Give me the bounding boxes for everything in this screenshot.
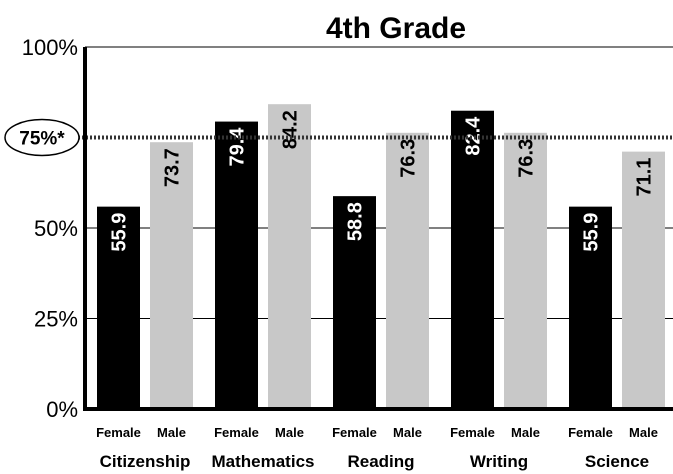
data-label: 55.9: [109, 213, 131, 252]
bar-male: [150, 142, 193, 409]
axes: [83, 47, 673, 411]
series-label: Female: [568, 425, 613, 440]
y-axis-ticks: 0% 25% 50% 100%: [22, 35, 78, 422]
data-label: 84.2: [280, 110, 302, 149]
category-label: Science: [585, 452, 649, 471]
bar-male: [622, 151, 665, 410]
data-label: 71.1: [634, 158, 656, 197]
series-label: Female: [450, 425, 495, 440]
y-tick-label: 100%: [22, 35, 78, 60]
bar-male: [386, 132, 429, 409]
category-label: Writing: [470, 452, 528, 471]
reference-line-group: 75%*: [4, 118, 673, 157]
bar-female: [333, 196, 376, 409]
data-label: 55.9: [581, 213, 603, 252]
bar-female: [215, 121, 258, 410]
y-tick-label: 50%: [34, 216, 78, 241]
data-label: 82.4: [463, 116, 485, 156]
bar-male: [268, 104, 311, 410]
series-label: Female: [96, 425, 141, 440]
series-label: Male: [511, 425, 540, 440]
category-label: Reading: [347, 452, 414, 471]
bar-female: [569, 206, 612, 409]
data-label: 79.4: [227, 127, 249, 167]
series-label: Male: [157, 425, 186, 440]
reference-label-ellipse: [4, 118, 80, 157]
y-tick-label: 25%: [34, 307, 78, 332]
chart-title: 4th Grade: [326, 12, 466, 45]
series-label: Male: [393, 425, 422, 440]
bar-male: [504, 132, 547, 409]
bar-female: [97, 206, 140, 409]
category-label: Citizenship: [100, 452, 191, 471]
bars: 55.9 73.7 79.4 84.2 58.8 76.3 82.4 76.3 55.9 71.1: [97, 104, 665, 410]
data-label: 73.7: [162, 148, 184, 187]
data-label: 58.8: [345, 202, 367, 241]
data-label: 76.3: [516, 139, 538, 178]
x-axis-labels: Female Male Citizenship Female Male Mathemati…: [96, 425, 658, 471]
series-label: Female: [332, 425, 377, 440]
reference-line-label: 75%*: [19, 129, 65, 150]
bar-female: [451, 110, 494, 409]
category-label: Mathematics: [212, 452, 315, 471]
series-label: Female: [214, 425, 259, 440]
series-label: Male: [275, 425, 304, 440]
y-tick-label: 0%: [46, 397, 78, 422]
series-label: Male: [629, 425, 658, 440]
data-label: 76.3: [398, 139, 420, 178]
